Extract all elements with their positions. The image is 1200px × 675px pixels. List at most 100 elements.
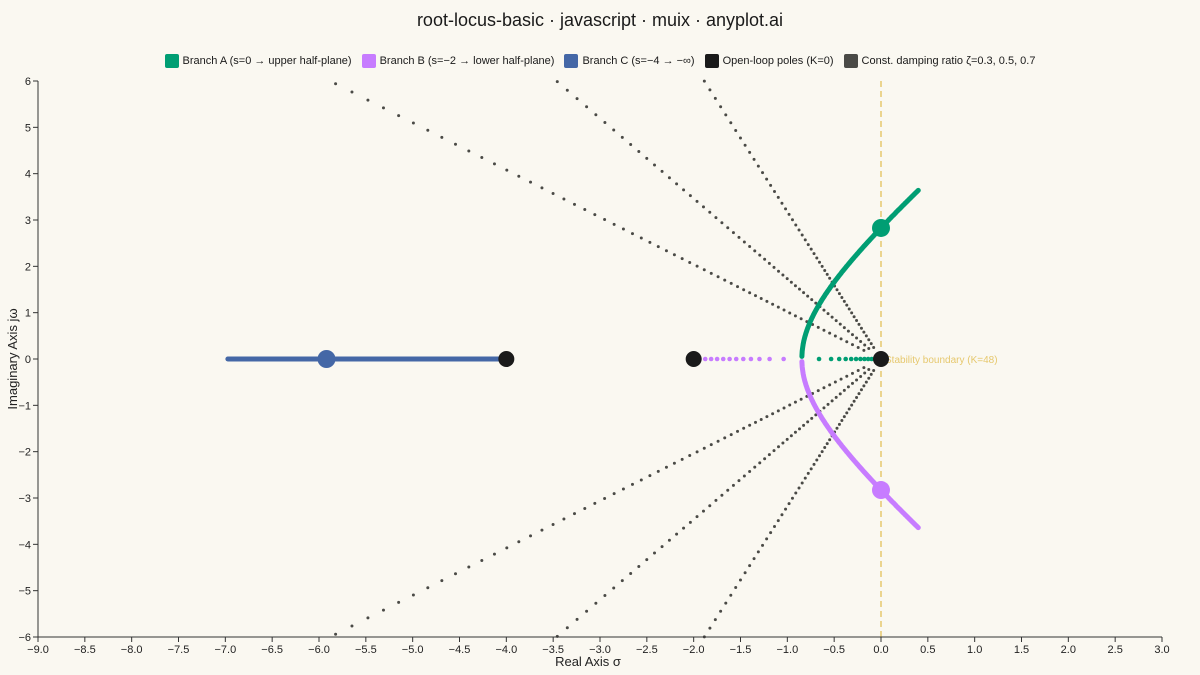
damping-dot [840, 419, 844, 423]
damping-dot [467, 149, 471, 153]
damping-dot [803, 476, 807, 480]
x-tick-label: −6.5 [261, 644, 283, 656]
y-tick-label: 0 [25, 354, 31, 366]
damping-dot [857, 322, 861, 326]
damping-dot [820, 450, 824, 454]
damping-dot [629, 143, 633, 147]
branch-a [799, 187, 921, 362]
damping-dot [850, 381, 854, 385]
legend-item-branch-a[interactable]: Branch A (s=0 → upper half-plane) [164, 54, 352, 68]
damping-dot [812, 462, 816, 466]
damping-dot [719, 105, 723, 109]
legend: Branch A (s=0 → upper half-plane) Branch… [0, 54, 1200, 68]
damping-dot [753, 249, 757, 253]
branch-a-point [865, 356, 871, 362]
damping-dot [769, 183, 773, 187]
damping-dot [826, 402, 830, 406]
damping-dot [688, 454, 692, 458]
damping-dot [855, 378, 859, 382]
damping-dot [748, 291, 752, 295]
legend-swatch-damping [843, 54, 858, 68]
legend-swatch-branch-a [164, 54, 179, 68]
damping-dot [850, 311, 854, 315]
damping-dot [572, 512, 576, 516]
damping-dot [648, 474, 652, 478]
branch-b-point [733, 356, 739, 362]
damping-dot [716, 275, 720, 279]
branch-b-point [702, 356, 708, 362]
damping-dot [761, 543, 765, 547]
damping-dot [667, 538, 671, 542]
damping-dot [794, 491, 798, 495]
x-tick-label: −1.0 [776, 644, 798, 656]
x-tick-label: −7.0 [214, 644, 236, 656]
damping-dot [781, 273, 785, 277]
damping-dot [426, 128, 430, 132]
damping-dot [736, 429, 740, 433]
damping-dot [724, 601, 728, 605]
damping-dot [756, 164, 760, 168]
damping-dot [551, 192, 555, 196]
damping-dot [828, 331, 832, 335]
damping-dot [720, 221, 724, 225]
marker-0 [872, 218, 890, 237]
damping-dot [809, 467, 813, 471]
x-tick-label: −3.0 [589, 644, 611, 656]
damping-dot [653, 551, 657, 555]
y-tick-label: 5 [25, 122, 31, 134]
damping-dot [846, 385, 850, 389]
damping-dot [629, 571, 633, 575]
damping-dot [830, 315, 834, 319]
damping-dot [688, 260, 692, 264]
damping-dot [845, 374, 849, 378]
damping-dot [862, 384, 866, 388]
open-loop-pole-2 [498, 351, 515, 367]
damping-dot [639, 478, 643, 482]
x-tick-label: 1.5 [1014, 644, 1029, 656]
damping-dot [847, 307, 851, 311]
branch-a-point [848, 356, 854, 362]
damping-dot [426, 586, 430, 590]
damping-dot [802, 291, 806, 295]
damping-dot [776, 409, 780, 413]
damping-dot [852, 315, 856, 319]
legend-item-damping[interactable]: Const. damping ratio ζ=0.3, 0.5, 0.7 [843, 54, 1036, 68]
damping-dot [759, 297, 763, 301]
damping-dot [713, 96, 717, 100]
damping-dot [867, 347, 871, 351]
damping-dot [709, 271, 713, 275]
damping-dot [397, 600, 401, 604]
damping-dot [826, 312, 830, 316]
damping-dot [859, 326, 863, 330]
damping-dot [381, 106, 385, 110]
damping-dot [702, 268, 706, 272]
x-tick-label: −8.5 [74, 644, 96, 656]
damping-dot [789, 434, 793, 438]
damping-dot [680, 457, 684, 461]
y-tick-label: 6 [25, 76, 31, 88]
damping-dot [834, 395, 838, 399]
damping-dot [517, 540, 521, 544]
damping-dot [742, 474, 746, 478]
damping-dot [846, 329, 850, 333]
legend-label-damping: Const. damping ratio ζ=0.3, 0.5, 0.7 [861, 55, 1036, 67]
legend-item-branch-b[interactable]: Branch B (s=−2 → lower half-plane) [361, 54, 554, 68]
damping-ray-0.5-lower [555, 367, 871, 638]
branch-b-point [714, 356, 720, 362]
damping-dot [839, 337, 843, 341]
y-tick-label: 3 [25, 215, 31, 227]
damping-dot [440, 579, 444, 583]
damping-dot [763, 257, 767, 261]
legend-swatch-open-loop-poles [704, 54, 719, 68]
damping-dot [664, 249, 668, 253]
damping-dot [772, 265, 776, 269]
damping-dot [742, 426, 746, 430]
legend-item-branch-c[interactable]: Branch C (s=−4 → −∞) [564, 54, 695, 68]
damping-dot [729, 121, 733, 125]
damping-dot [855, 395, 859, 399]
y-tick-label: 2 [25, 261, 31, 273]
damping-dot [660, 169, 664, 173]
damping-dot [680, 257, 684, 261]
damping-dot [366, 616, 370, 620]
legend-item-open-loop-poles[interactable]: Open-loop poles (K=0) [704, 54, 834, 68]
